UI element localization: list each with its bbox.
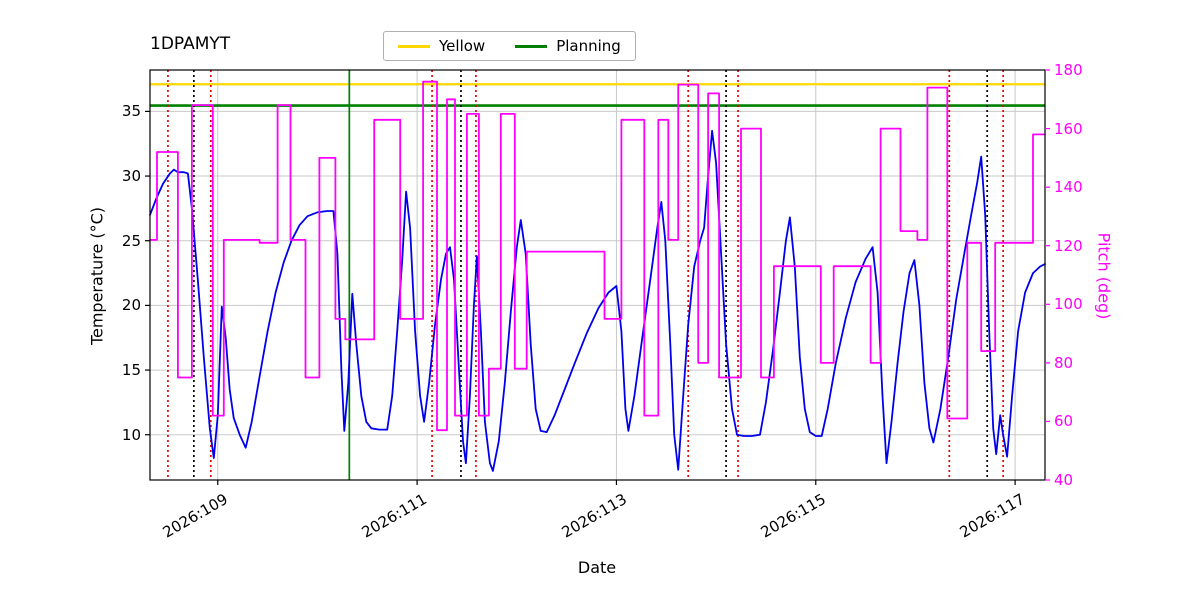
legend-label-planning: Planning: [556, 37, 621, 55]
legend-item-planning: Planning: [515, 37, 621, 55]
legend-label-yellow: Yellow: [439, 37, 486, 55]
planning-line-swatch: [515, 44, 548, 48]
yellow-line-swatch: [398, 44, 430, 48]
legend: Yellow Planning: [383, 31, 636, 61]
series-pitch-line: [149, 80, 1046, 432]
legend-item-yellow: Yellow: [398, 37, 485, 55]
axes-frame: [149, 69, 1046, 481]
plot-area: [150, 70, 1045, 480]
series-temperature-line: [149, 129, 1046, 472]
